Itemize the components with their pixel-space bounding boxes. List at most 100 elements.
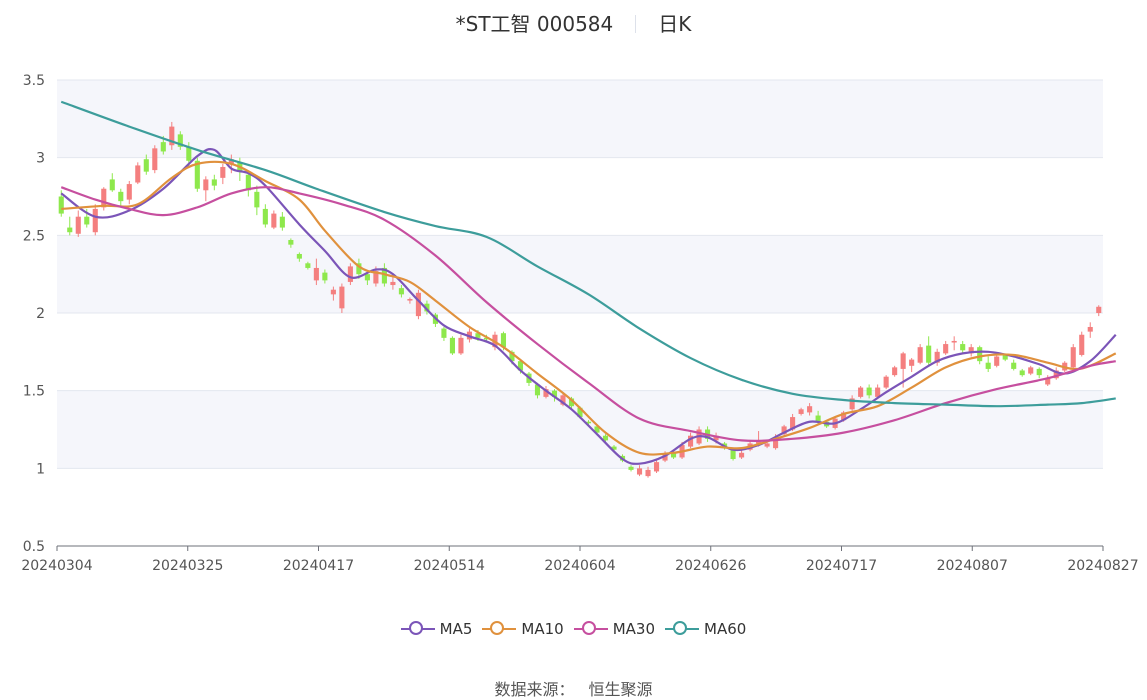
candle-body — [449, 337, 455, 354]
candle-body — [330, 289, 336, 295]
candle-body — [688, 435, 694, 447]
candle-body — [245, 174, 251, 191]
legend-marker-icon — [573, 620, 608, 638]
candle-body — [313, 267, 319, 281]
y-tick-label: 2 — [36, 306, 45, 322]
candle-body — [756, 441, 762, 444]
period-label: 日K — [658, 12, 692, 36]
candle-body — [815, 415, 821, 422]
candle-body — [92, 208, 98, 233]
candle-body — [645, 469, 651, 477]
y-tick-label: 3 — [36, 151, 45, 167]
candle-body — [390, 281, 396, 286]
candle-body — [577, 407, 583, 418]
candle-body — [781, 426, 787, 435]
candle-body — [764, 443, 770, 447]
x-tick-label: 20240807 — [937, 558, 1008, 574]
candle-body — [441, 328, 447, 338]
legend-item-ma10[interactable]: MA10 — [482, 620, 564, 638]
candle-body — [534, 384, 541, 396]
candle-body — [347, 266, 353, 282]
candle-body — [424, 303, 430, 312]
candle-body — [475, 333, 481, 338]
candle-body — [551, 390, 558, 397]
candle-body — [160, 142, 166, 152]
legend-label: MA60 — [704, 620, 747, 638]
candle-body — [960, 344, 966, 351]
candle-body — [1070, 347, 1076, 368]
candle-body — [892, 367, 898, 376]
candle-body — [194, 160, 200, 189]
candle-body — [483, 337, 490, 340]
candle-body — [722, 443, 728, 447]
candle-body — [152, 148, 158, 171]
candle-body — [943, 344, 949, 354]
title-divider — [635, 15, 637, 33]
candle-body — [177, 134, 183, 147]
ma30-line — [60, 186, 1116, 442]
candle-body — [143, 159, 149, 172]
candle-body — [985, 362, 991, 369]
y-tick-label: 1 — [36, 461, 45, 477]
candlestick-chart: 0.5 1 1.5 2 2.5 3 3.5 20240304 20240325 20240417 2… — [21, 73, 1138, 574]
candle-body — [883, 376, 889, 388]
x-tick-label: 20240304 — [21, 558, 92, 574]
ma5-line — [60, 147, 1117, 465]
y-tick-label: 3.5 — [23, 73, 45, 89]
candle-body — [135, 165, 141, 183]
candle-body — [1079, 334, 1085, 355]
legend-item-ma30[interactable]: MA30 — [573, 620, 655, 638]
candle-body — [1002, 354, 1008, 360]
candle-body — [841, 412, 847, 421]
legend-marker-icon — [665, 620, 700, 638]
candle-body — [84, 216, 90, 225]
x-tick-label: 20240514 — [414, 558, 485, 574]
ma60-line — [60, 100, 1116, 408]
candle-body — [934, 351, 940, 363]
legend: MA5 MA10 MA30 MA60 — [0, 620, 1147, 642]
candle-body — [849, 398, 855, 410]
candle-body — [602, 435, 609, 441]
legend-item-ma5[interactable]: MA5 — [400, 620, 473, 638]
candle-body — [807, 406, 813, 413]
source-label: 数据来源： — [494, 680, 575, 699]
candle-body — [739, 452, 745, 458]
candle-body — [611, 446, 617, 450]
candle-body — [186, 146, 192, 161]
candle-body — [926, 345, 932, 363]
grid-band — [57, 235, 1103, 313]
candle-body — [1045, 378, 1051, 385]
candle-body — [288, 239, 294, 245]
candle-body — [858, 387, 864, 397]
candle-body — [713, 435, 719, 441]
candle-body — [220, 166, 226, 178]
candle-body — [628, 466, 634, 470]
candle-body — [305, 263, 311, 268]
candle-body — [790, 417, 796, 430]
y-tick-label: 2.5 — [23, 228, 45, 244]
candle-body — [279, 216, 285, 228]
candle-body — [254, 191, 260, 208]
candle-body — [917, 347, 923, 363]
candle-body — [67, 227, 73, 233]
candle-body — [118, 191, 124, 202]
candle-body — [398, 288, 404, 295]
candle-body — [381, 267, 387, 284]
candle-body — [58, 196, 64, 214]
candle-body — [951, 340, 957, 343]
candle-body — [968, 347, 974, 354]
candle-body — [373, 271, 379, 284]
candle-body — [126, 184, 132, 200]
candle-body — [636, 468, 643, 475]
legend-label: MA10 — [521, 620, 564, 638]
candle-body — [109, 179, 115, 191]
legend-label: MA5 — [439, 620, 473, 638]
x-tick-label: 20240604 — [544, 558, 615, 574]
x-tick-label: 20240717 — [806, 558, 877, 574]
candle-body — [568, 398, 575, 407]
legend-item-ma60[interactable]: MA60 — [665, 620, 746, 638]
candle-body — [322, 272, 328, 281]
candle-body — [977, 347, 983, 362]
x-tick-label: 20240626 — [675, 558, 746, 574]
x-tick-label: 20240325 — [152, 558, 223, 574]
